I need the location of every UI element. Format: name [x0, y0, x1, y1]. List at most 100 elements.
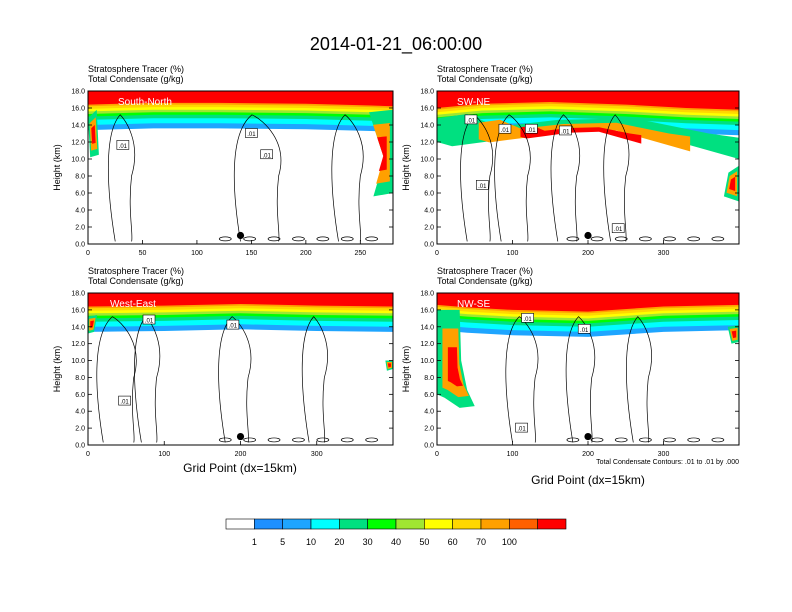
y-tick-label: 18.0: [420, 89, 434, 96]
tracer-band-max: [88, 293, 393, 307]
x-tick-label: 300: [658, 451, 670, 458]
tracer-band-max: [437, 293, 739, 312]
y-tick-label: 8.0: [75, 174, 85, 181]
y-tick-label: 18.0: [71, 291, 85, 298]
panel-south-north: .01 .01 .01 South-North 0.0 2.0 4.0 6.0 8.0 10.0 1…: [52, 64, 394, 257]
colorbar-swatch: [480, 518, 510, 530]
plot-frame: [87, 90, 394, 245]
contour-line: [505, 316, 539, 443]
colorbar-label: 60: [448, 537, 458, 547]
contour-label: .01: [559, 125, 572, 135]
section-name: SW-NE: [457, 97, 490, 108]
contour-ellipse: [687, 437, 701, 443]
y-axis-label: Height (km): [52, 144, 62, 191]
contour-label-text: .01: [580, 328, 589, 334]
y-tick-label: 4.0: [75, 208, 85, 215]
contour-line: [107, 114, 136, 242]
y-tick-label: 2.0: [424, 225, 434, 232]
panel-title-line2: Total Condensate (g/kg): [437, 276, 533, 286]
y-tick-label: 8.0: [75, 375, 85, 382]
condensate-contours: [107, 114, 378, 242]
y-axis-label: Height (km): [401, 346, 411, 393]
y-tick-label: 4.0: [424, 409, 434, 416]
section-name: NW-SE: [457, 299, 490, 310]
colorbar-swatch: [310, 518, 340, 530]
colorbar-swatch: [395, 518, 425, 530]
contour-label: .01: [577, 324, 591, 334]
x-tick-label: 100: [191, 250, 203, 257]
y-tick-label: 14.0: [71, 123, 85, 130]
colorbar-label: 20: [334, 537, 344, 547]
contour-line: [603, 114, 630, 242]
location-marker: [236, 432, 245, 441]
contour-label-text: .01: [145, 319, 154, 325]
x-axis-label-right: Grid Point (dx=15km): [531, 473, 645, 487]
y-tick-label: 18.0: [420, 291, 434, 298]
x-tick-label: 150: [246, 250, 258, 257]
y-tick-label: 8.0: [424, 174, 434, 181]
plot-area: .01 .01 .01 .01 .01 .01: [437, 91, 739, 244]
contour-label-text: .01: [527, 128, 536, 134]
x-axis-label-left: Grid Point (dx=15km): [183, 461, 297, 475]
condensate-contours: [96, 316, 378, 443]
y-axis-label: Height (km): [401, 144, 411, 191]
colorbar-swatch: [225, 518, 255, 530]
x-tick-label: 200: [582, 451, 594, 458]
y-tick-label: 0.0: [75, 443, 85, 450]
x-tick-label: 300: [658, 250, 670, 257]
contour-ellipse: [614, 236, 628, 242]
colorbar-swatch: [452, 518, 482, 530]
contour-label-text: .01: [501, 128, 510, 134]
x-tick-label: 0: [86, 250, 90, 257]
contour-label-text: .01: [262, 153, 271, 159]
colorbar-swatch: [424, 518, 453, 530]
plot-area: .01 .01 .01: [88, 91, 393, 244]
panel-title-line2: Total Condensate (g/kg): [88, 74, 184, 84]
y-tick-label: 8.0: [424, 375, 434, 382]
contour-ellipse: [639, 236, 652, 242]
y-tick-label: 16.0: [420, 106, 434, 113]
x-tick-label: 250: [354, 250, 366, 257]
x-tick-label: 0: [435, 451, 439, 458]
contour-ellipse: [711, 437, 725, 443]
panel-title-line1: Stratosphere Tracer (%): [88, 266, 184, 276]
y-tick-label: 14.0: [71, 324, 85, 331]
contour-label-text: .01: [561, 129, 570, 135]
contour-label: .01: [142, 314, 156, 325]
contour-ellipse: [218, 437, 232, 443]
colorbar-swatch: [254, 518, 283, 530]
tracer-intrusion-core: [90, 320, 94, 328]
tracer-intrusion-core: [377, 136, 387, 172]
location-marker: [236, 231, 245, 240]
contour-label-text: .01: [119, 144, 128, 150]
contour-line: [550, 114, 581, 242]
contour-ellipse: [590, 236, 604, 242]
colorbar-label: 30: [363, 537, 373, 547]
panel-west-east: .01 .01 .01 West-East 0.0 2.0 4.0 6.0 8.0 10.0 12.…: [52, 266, 394, 458]
contour-ellipse: [711, 236, 725, 242]
x-tick-label: 50: [139, 250, 147, 257]
contour-label-text: .01: [517, 427, 526, 433]
contour-ellipse: [566, 437, 580, 443]
y-tick-label: 2.0: [75, 426, 85, 433]
tracer-intrusion-core: [91, 124, 96, 144]
panel-title-line2: Total Condensate (g/kg): [437, 74, 533, 84]
y-tick-label: 16.0: [420, 307, 434, 314]
section-name: West-East: [110, 299, 156, 310]
colorbar-label: 40: [391, 537, 401, 547]
figure-title: 2014-01-21_06:00:00: [310, 34, 482, 55]
x-tick-label: 0: [435, 250, 439, 257]
colorbar-label: 70: [476, 537, 486, 547]
contour-ellipse: [218, 236, 232, 242]
contour-ellipse: [639, 437, 652, 443]
tracer-intrusion-core: [729, 176, 736, 192]
contour-ellipse: [267, 236, 281, 242]
x-tick-label: 200: [235, 451, 247, 458]
x-tick-label: 100: [507, 451, 519, 458]
panel-nw-se: .01 .01 .01 NW-SE 0.0 2.0 4.0 6.0 8.0 10.0 12.0 14.…: [401, 266, 740, 458]
location-marker: [584, 432, 592, 441]
panel-title-line2: Total Condensate (g/kg): [88, 276, 184, 286]
contour-label: .01: [116, 140, 130, 150]
contour-label: .01: [515, 422, 528, 433]
contour-label: .01: [260, 149, 273, 159]
